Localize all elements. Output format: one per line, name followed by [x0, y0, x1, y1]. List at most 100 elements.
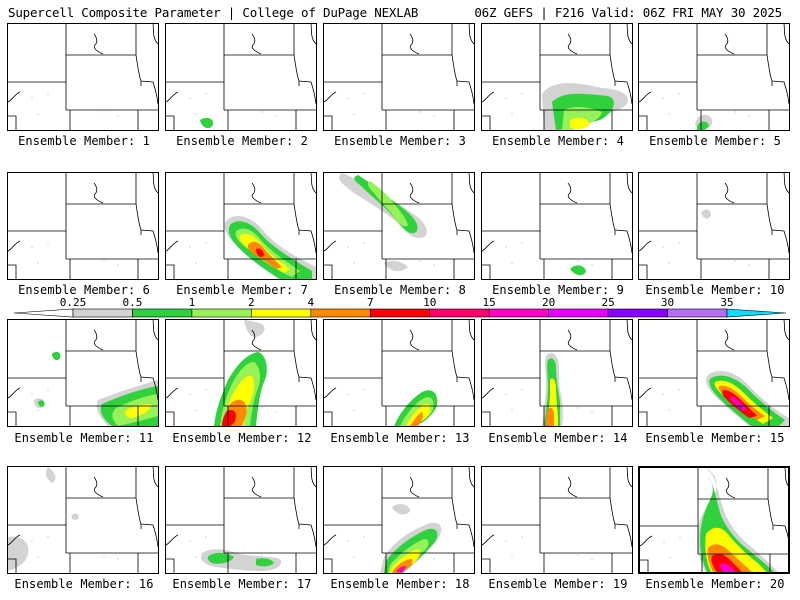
- colorbar-swatch: [488, 308, 549, 318]
- scp-contour-fill: [730, 396, 747, 411]
- colorbar-tick-label: 15: [482, 296, 496, 309]
- colorbar-swatch: [310, 308, 371, 318]
- ensemble-member-map: [165, 466, 317, 574]
- scp-contour-fill: [244, 320, 265, 337]
- state-boundaries: [8, 467, 158, 573]
- state-boundaries: [324, 467, 474, 573]
- scp-contour-map: [639, 173, 789, 279]
- scp-contour-map: [639, 320, 789, 426]
- scp-contour-fill: [125, 404, 152, 418]
- scp-contour-fill: [546, 407, 554, 426]
- ensemble-member-map: [481, 172, 633, 280]
- scp-contour-map: [166, 173, 316, 279]
- scp-contour-fill: [396, 566, 406, 573]
- scp-contour-map: [324, 24, 474, 130]
- ensemble-member-map: [7, 23, 159, 131]
- scp-contour-fill: [406, 403, 431, 426]
- scp-contour-map: [482, 173, 632, 279]
- scp-contour-map: [8, 467, 158, 573]
- colorbar-swatch: [429, 308, 490, 318]
- scp-contour-fill: [697, 121, 709, 130]
- scp-contour-fill: [711, 553, 742, 572]
- header-run-info: 06Z GEFS | F216 Valid: 06Z FRI MAY 30 20…: [474, 5, 782, 20]
- scp-contour-map: [324, 173, 474, 279]
- ensemble-member-map: [323, 172, 475, 280]
- scp-contour-fill: [392, 559, 413, 573]
- ensemble-member-label: Ensemble Member: 17: [172, 577, 312, 591]
- scp-contour-map: [482, 320, 632, 426]
- ensemble-member-label: Ensemble Member: 12: [172, 431, 312, 445]
- ensemble-member-map: [323, 319, 475, 427]
- ensemble-member-label: Ensemble Member: 10: [645, 283, 785, 297]
- colorbar-tick-label: 0.5: [122, 296, 143, 309]
- scp-contour-fill: [570, 117, 590, 130]
- ensemble-member-map: [638, 23, 790, 131]
- scp-contour-fill: [247, 241, 282, 269]
- colorbar-tick-label: 20: [542, 296, 556, 309]
- scp-contour-map: [8, 173, 158, 279]
- scp-contour-fill: [256, 248, 264, 257]
- ensemble-member-map: [638, 172, 790, 280]
- ensemble-member-map: [7, 172, 159, 280]
- scp-contour-map: [640, 468, 788, 572]
- scp-contour-fill: [200, 117, 214, 129]
- scp-contour-map: [324, 467, 474, 573]
- scp-contour-fill: [738, 404, 742, 410]
- ensemble-member-label: Ensemble Member: 15: [645, 431, 785, 445]
- colorbar-swatch: [191, 308, 252, 318]
- state-boundaries: [166, 467, 316, 573]
- colorbar-tick-label: 25: [601, 296, 615, 309]
- colorbar-swatch: [72, 308, 133, 318]
- colorbar-swatch: [251, 308, 312, 318]
- ensemble-member-map: [638, 466, 790, 574]
- state-boundaries: [639, 320, 789, 426]
- scp-contour-map: [166, 320, 316, 426]
- colorbar-tick-label: 30: [660, 296, 675, 309]
- header-title: Supercell Composite Parameter | College …: [8, 5, 419, 20]
- colorbar-swatch: [369, 308, 431, 318]
- state-boundaries: [166, 24, 316, 130]
- ensemble-member-map: [638, 319, 790, 427]
- scp-contour-fill: [720, 563, 736, 572]
- colorbar-swatch: [667, 308, 728, 318]
- ensemble-member-map: [481, 466, 633, 574]
- state-boundaries: [639, 24, 789, 130]
- scp-contour-map: [324, 320, 474, 426]
- ensemble-member-map: [323, 23, 475, 131]
- ensemble-member-label: Ensemble Member: 8: [334, 283, 466, 297]
- colorbar-tick-label: 1: [188, 296, 196, 309]
- state-boundaries: [482, 467, 632, 573]
- state-boundaries: [482, 173, 632, 279]
- scp-contour-map: [8, 24, 158, 130]
- ensemble-member-map: [165, 23, 317, 131]
- ensemble-member-map: [481, 319, 633, 427]
- ensemble-member-label: Ensemble Member: 5: [649, 134, 781, 148]
- state-boundaries: [640, 468, 788, 572]
- color-scale-bar: [13, 308, 787, 318]
- colorbar-tick-label: 10: [423, 296, 437, 309]
- state-boundaries: [8, 173, 158, 279]
- ensemble-member-label: Ensemble Member: 4: [492, 134, 624, 148]
- colorbar-swatch: [132, 308, 193, 318]
- scp-contour-map: [639, 24, 789, 130]
- state-boundaries: [8, 24, 158, 130]
- scp-contour-fill: [410, 412, 423, 426]
- scp-contour-fill: [570, 265, 586, 276]
- ensemble-member-label: Ensemble Member: 14: [488, 431, 628, 445]
- colorbar-overflow-arrow: [726, 308, 787, 318]
- colorbar-tick-label: 4: [307, 296, 315, 309]
- state-boundaries: [166, 173, 316, 279]
- ensemble-member-map: [165, 319, 317, 427]
- ensemble-member-label: Ensemble Member: 9: [492, 283, 624, 297]
- colorbar-tick-label: 35: [720, 296, 734, 309]
- ensemble-member-map: [7, 319, 159, 427]
- state-boundaries: [324, 24, 474, 130]
- colorbar-underflow-arrow: [13, 308, 74, 318]
- colorbar-swatch: [607, 308, 668, 318]
- scp-contour-map: [482, 467, 632, 573]
- ensemble-member-label: Ensemble Member: 2: [176, 134, 308, 148]
- colorbar-tick-label: 7: [366, 296, 374, 309]
- ensemble-member-label: Ensemble Member: 20: [645, 577, 785, 591]
- scp-contour-fill: [222, 409, 236, 426]
- ensemble-member-map: [165, 172, 317, 280]
